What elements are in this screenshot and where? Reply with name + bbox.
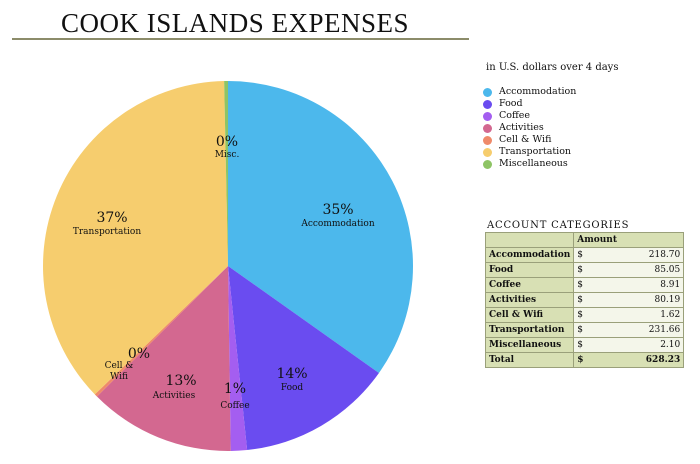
- chart-title: COOK ISLANDS EXPENSES: [60, 8, 410, 38]
- amount-value: 628.23: [645, 355, 681, 365]
- table-cell-label: Accommodation: [484, 247, 575, 263]
- table-cell-label: Cell & Wifi: [484, 307, 575, 323]
- legend-swatch: [483, 159, 492, 169]
- pct-label-accommodation: 35%: [322, 202, 353, 218]
- pie-slice-accommodation: [228, 81, 414, 373]
- legend-item-transportation: Transportation: [483, 146, 576, 158]
- table-cell-amount: $85.05: [573, 262, 685, 278]
- legend-label: Accommodation: [499, 86, 577, 97]
- legend-label: Activities: [499, 122, 544, 133]
- chart-subtitle: in U.S. dollars over 4 days: [486, 62, 619, 73]
- table-title: ACCOUNT CATEGORIES: [487, 220, 630, 231]
- table-cell-amount: $218.70: [573, 247, 685, 263]
- table-cell-amount: $8.91: [573, 277, 685, 293]
- currency-symbol: $: [577, 265, 583, 275]
- table-cell-label: Coffee: [484, 277, 575, 293]
- table-header-amount: Amount: [573, 232, 685, 248]
- legend-swatch: [483, 99, 492, 109]
- table-cell-amount: $231.66: [573, 322, 685, 338]
- table-cell-label: Total: [484, 352, 575, 368]
- amount-value: 2.10: [660, 340, 681, 350]
- amount-value: 80.19: [654, 295, 681, 305]
- legend-label: Cell & Wifi: [499, 134, 552, 145]
- amount-value: 85.05: [654, 265, 681, 275]
- slice-label-activities: Activities: [152, 391, 196, 401]
- currency-symbol: $: [577, 295, 583, 305]
- pct-label-transportation: 37%: [96, 210, 127, 226]
- legend-item-miscellaneous: Miscellaneous: [483, 158, 576, 170]
- legend-swatch: [483, 135, 492, 145]
- slice-label-accommodation: Accommodation: [300, 219, 375, 229]
- table-cell-label: Transportation: [484, 322, 575, 338]
- legend-item-cell-wifi: Cell & Wifi: [483, 134, 576, 146]
- table-row: Activities $80.19: [484, 292, 685, 308]
- account-categories-table: Amount Accommodation $218.70 Food $85.05 Cof…: [484, 232, 685, 368]
- table-cell-label: Activities: [484, 292, 575, 308]
- currency-symbol: $: [577, 340, 583, 350]
- pie-slice-cell-wifi: [94, 266, 228, 397]
- table-row: Coffee $8.91: [484, 277, 685, 293]
- legend-item-accommodation: Accommodation: [483, 86, 576, 98]
- amount-value: 218.70: [648, 250, 681, 260]
- table-cell-amount: $2.10: [573, 337, 685, 353]
- pct-label-coffee: 1%: [224, 381, 246, 397]
- pie-slice-food: [228, 266, 379, 451]
- legend-swatch: [483, 147, 492, 157]
- slice-label-transportation: Transportation: [73, 227, 141, 237]
- table-cell-amount: $80.19: [573, 292, 685, 308]
- legend-label: Coffee: [499, 110, 530, 121]
- pct-label-food: 14%: [276, 366, 307, 382]
- slice-label-coffee: Coffee: [220, 401, 249, 411]
- amount-value: 8.91: [660, 280, 681, 290]
- table-row: Transportation $231.66: [484, 322, 685, 338]
- title-divider: [12, 38, 469, 40]
- legend-swatch: [483, 123, 492, 133]
- table-row: Cell & Wifi $1.62: [484, 307, 685, 323]
- pct-label-cell-wifi: 0%: [128, 346, 150, 362]
- legend-label: Miscellaneous: [499, 158, 568, 169]
- currency-symbol: $: [577, 250, 583, 260]
- currency-symbol: $: [577, 280, 583, 290]
- table-cell-amount: $628.23: [573, 352, 685, 368]
- slice-label-miscellaneous: Misc.: [215, 150, 240, 160]
- currency-symbol: $: [577, 355, 584, 365]
- legend-item-activities: Activities: [483, 122, 576, 134]
- legend-label: Food: [499, 98, 523, 109]
- pie-slice-activities: [96, 266, 231, 451]
- table-total-row: Total $628.23: [484, 352, 685, 368]
- amount-value: 231.66: [648, 325, 681, 335]
- table-header-row: Amount: [484, 232, 685, 248]
- table-cell-label: Food: [484, 262, 575, 278]
- table-cell-label: Miscellaneous: [484, 337, 575, 353]
- pie-chart: 35%Accommodation 14%Food 1% Coffee 13% Activi…: [43, 81, 414, 451]
- legend-label: Transportation: [499, 146, 572, 157]
- currency-symbol: $: [577, 310, 583, 320]
- legend-swatch: [483, 111, 492, 121]
- table-row: Miscellaneous $2.10: [484, 337, 685, 353]
- legend-swatch: [483, 87, 492, 97]
- legend-item-coffee: Coffee: [483, 110, 576, 122]
- pct-label-activities: 13%: [165, 373, 196, 389]
- legend-item-food: Food: [483, 98, 576, 110]
- table-row: Food $85.05: [484, 262, 685, 278]
- currency-symbol: $: [577, 325, 583, 335]
- pie-slice-coffee: [228, 266, 248, 451]
- pie-slice-transportation: [43, 81, 228, 395]
- slice-label-food: Food: [281, 383, 304, 393]
- legend: Accommodation Food Coffee Activities Cell & …: [483, 86, 576, 170]
- slice-label-cell-wifi: Cell & Wifi: [105, 361, 134, 382]
- table-row: Accommodation $218.70: [484, 247, 685, 263]
- table-cell-amount: $1.62: [573, 307, 685, 323]
- pie-slice-miscellaneous: [224, 81, 228, 266]
- amount-value: 1.62: [660, 310, 681, 320]
- table-header-blank: [484, 232, 575, 248]
- pct-label-miscellaneous: 0%: [216, 134, 238, 150]
